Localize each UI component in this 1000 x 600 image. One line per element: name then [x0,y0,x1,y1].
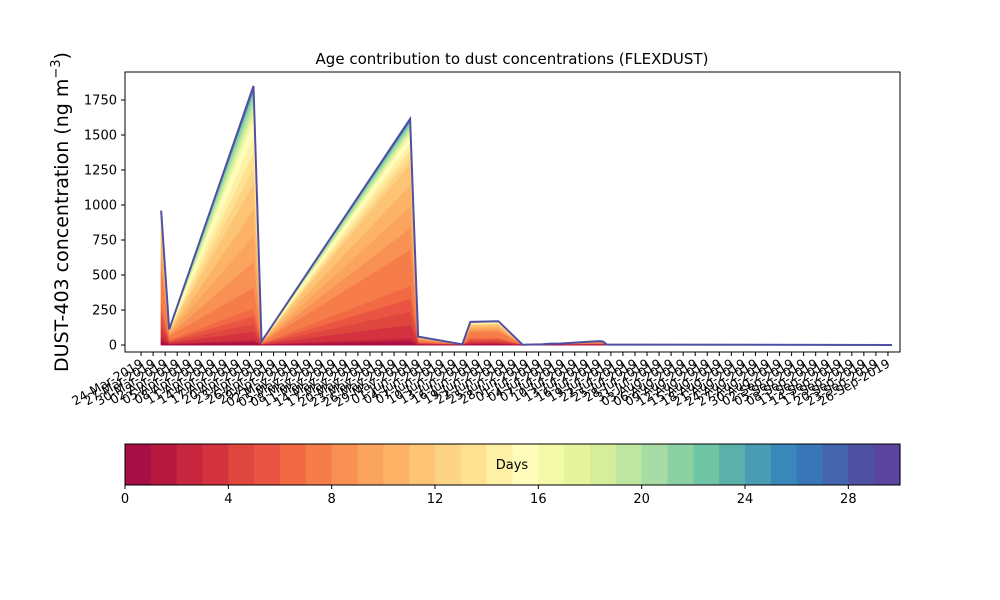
y-tick-label: 1250 [84,164,117,179]
y-tick-label: 250 [92,304,117,319]
colorbar-tick-label: 28 [840,492,857,507]
y-tick-label: 750 [92,234,117,249]
colorbar-swatch [538,444,565,485]
colorbar-tick-label: 12 [427,492,444,507]
y-axis: 0 250 500 750 1000 1250 1500 1750 [84,94,125,354]
y-axis-label: DUST-403 concentration (ng m−3) [49,52,73,372]
total-concentration-line [160,85,892,346]
colorbar-tick-label: 16 [530,492,547,507]
colorbar-tick-label: 8 [328,492,336,507]
colorbar-swatch [693,444,720,485]
y-tick-label: 1500 [84,129,117,144]
colorbar-swatch [564,444,591,485]
chart-title: Age contribution to dust concentrations … [316,50,709,68]
colorbar-swatch [228,444,255,485]
y-tick-label: 500 [92,269,117,284]
colorbar-swatch [460,444,488,485]
colorbar-swatch [874,444,901,485]
colorbar-swatch [719,444,746,485]
colorbar-swatch [409,444,436,485]
colorbar-swatch [125,444,152,485]
colorbar: 0 4 8 12 16 20 24 28 [121,444,901,507]
colorbar-swatch [150,444,178,485]
colorbar-swatch [512,444,539,485]
colorbar-frame [124,443,901,486]
colorbar-swatch [667,444,694,485]
y-axis-label-close: ) [51,52,73,59]
colorbar-tick-label: 0 [121,492,129,507]
colorbar-swatch [615,444,643,485]
colorbar-swatch [641,444,669,485]
colorbar-swatch [796,444,824,485]
y-tick-label: 1750 [84,94,117,109]
colorbar-swatch [745,444,772,485]
colorbar-swatch [822,444,849,485]
y-axis-label-main: DUST-403 concentration (ng m [51,79,73,372]
age-stack-areas [160,85,892,346]
colorbar-tick-label: 4 [224,492,232,507]
colorbar-swatch [331,444,359,485]
colorbar-swatch [280,444,307,485]
colorbar-swatch [590,444,617,485]
colorbar-swatch [176,444,204,485]
colorbar-swatch [254,444,281,485]
x-axis: 24-Mar-201927-Mar-201930-Mar-201902-Apr-… [69,352,892,410]
colorbar-swatch [305,444,333,485]
colorbar-tick-label: 20 [633,492,650,507]
colorbar-swatch [848,444,875,485]
y-tick-label: 1000 [84,199,117,214]
colorbar-label: Days [496,458,529,473]
plot-frame [124,71,901,353]
colorbar-swatch [357,444,384,485]
colorbar-tick-label: 24 [737,492,754,507]
colorbar-swatch [435,444,462,485]
colorbar-swatch [202,444,229,485]
y-tick-label: 0 [109,339,117,354]
colorbar-swatch [486,444,514,485]
y-axis-label-superscript: −3 [49,59,64,78]
colorbar-swatch [770,444,798,485]
colorbar-swatch [383,444,410,485]
